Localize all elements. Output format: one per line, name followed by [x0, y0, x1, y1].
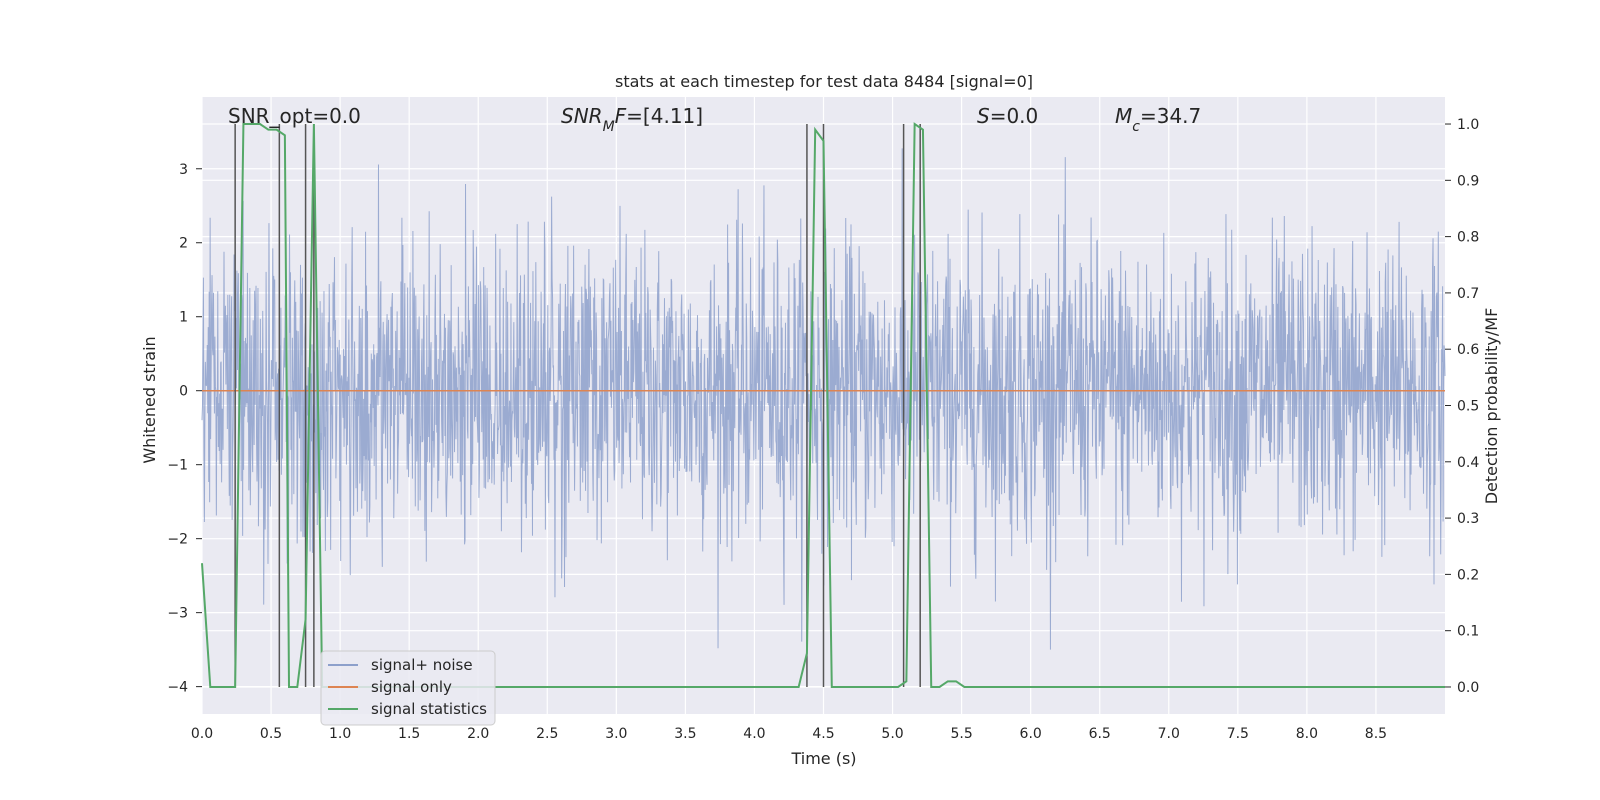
x-tick-label: 4.0	[743, 726, 765, 742]
x-tick-label: 7.0	[1158, 726, 1180, 742]
y2-tick-label: 0.2	[1457, 567, 1479, 583]
y2-tick-label: 0.9	[1457, 173, 1479, 189]
x-tick-label: 7.5	[1227, 726, 1249, 742]
x-tick-label: 1.5	[398, 726, 420, 742]
y-tick-label: 0	[179, 384, 188, 400]
x-tick-label: 0.0	[191, 726, 213, 742]
y-tick-label: −1	[167, 458, 188, 474]
x-tick-label: 3.5	[674, 726, 696, 742]
x-tick-label: 2.0	[467, 726, 489, 742]
x-tick-label: 5.0	[881, 726, 903, 742]
x-tick-label: 6.5	[1089, 726, 1111, 742]
y2-tick-label: 0.8	[1457, 230, 1479, 246]
annotations: SNR_opt=0.0 SNRMF=[4.11] S=0.0 Mc=34.7	[228, 104, 1201, 135]
x-axis-label: Time (s)	[790, 749, 856, 768]
x-tick-label: 2.5	[536, 726, 558, 742]
y2-tick-label: 0.7	[1457, 286, 1479, 302]
y2-tick-label: 0.1	[1457, 624, 1479, 640]
x-tick-label: 4.5	[812, 726, 834, 742]
annotation-4: Mc=34.7	[1115, 104, 1201, 135]
x-tick-label: 5.5	[950, 726, 972, 742]
y-tick-label: 1	[179, 310, 188, 326]
y2-tick-label: 0.5	[1457, 399, 1479, 415]
y2-tick-label: 0.4	[1457, 455, 1479, 471]
y-tick-label: 2	[179, 236, 188, 252]
axis-ticks: 0.0 0.5 1.0 1.5 2.0 2.5 3.0 3.5 4.0 4.5 5.0 5.5 6.0 6…	[167, 117, 1479, 742]
x-tick-label: 3.0	[605, 726, 627, 742]
y-tick-label: 3	[179, 162, 188, 178]
y2-tick-label: 0.3	[1457, 511, 1479, 527]
legend-box	[320, 650, 496, 726]
annotation-1: SNR_opt=0.0	[228, 104, 361, 128]
y-tick-label: −4	[167, 680, 188, 696]
y-axis-label: Whitened strain	[140, 336, 159, 463]
legend: signal+ noise signal only signal statist…	[320, 650, 496, 726]
y2-axis-label: Detection probability/MF	[1482, 308, 1501, 505]
y-tick-label: −2	[167, 532, 188, 548]
x-tick-label: 8.5	[1365, 726, 1387, 742]
legend-label-signal-only: signal only	[371, 678, 452, 696]
x-tick-label: 6.0	[1020, 726, 1042, 742]
annotation-2: SNRMF=[4.11]	[561, 104, 703, 135]
x-tick-label: 0.5	[260, 726, 282, 742]
annotation-3: S=0.0	[977, 104, 1038, 128]
x-tick-label: 1.0	[329, 726, 351, 742]
y2-tick-label: 1.0	[1457, 117, 1479, 133]
chart-title: stats at each timestep for test data 848…	[615, 72, 1033, 91]
y2-tick-label: 0.6	[1457, 342, 1479, 358]
y-tick-label: −3	[167, 606, 188, 622]
y2-tick-label: 0.0	[1457, 680, 1479, 696]
legend-label-signal-statistics: signal statistics	[371, 700, 487, 718]
x-tick-label: 8.0	[1296, 726, 1318, 742]
legend-label-signal-plus-noise: signal+ noise	[371, 656, 473, 674]
